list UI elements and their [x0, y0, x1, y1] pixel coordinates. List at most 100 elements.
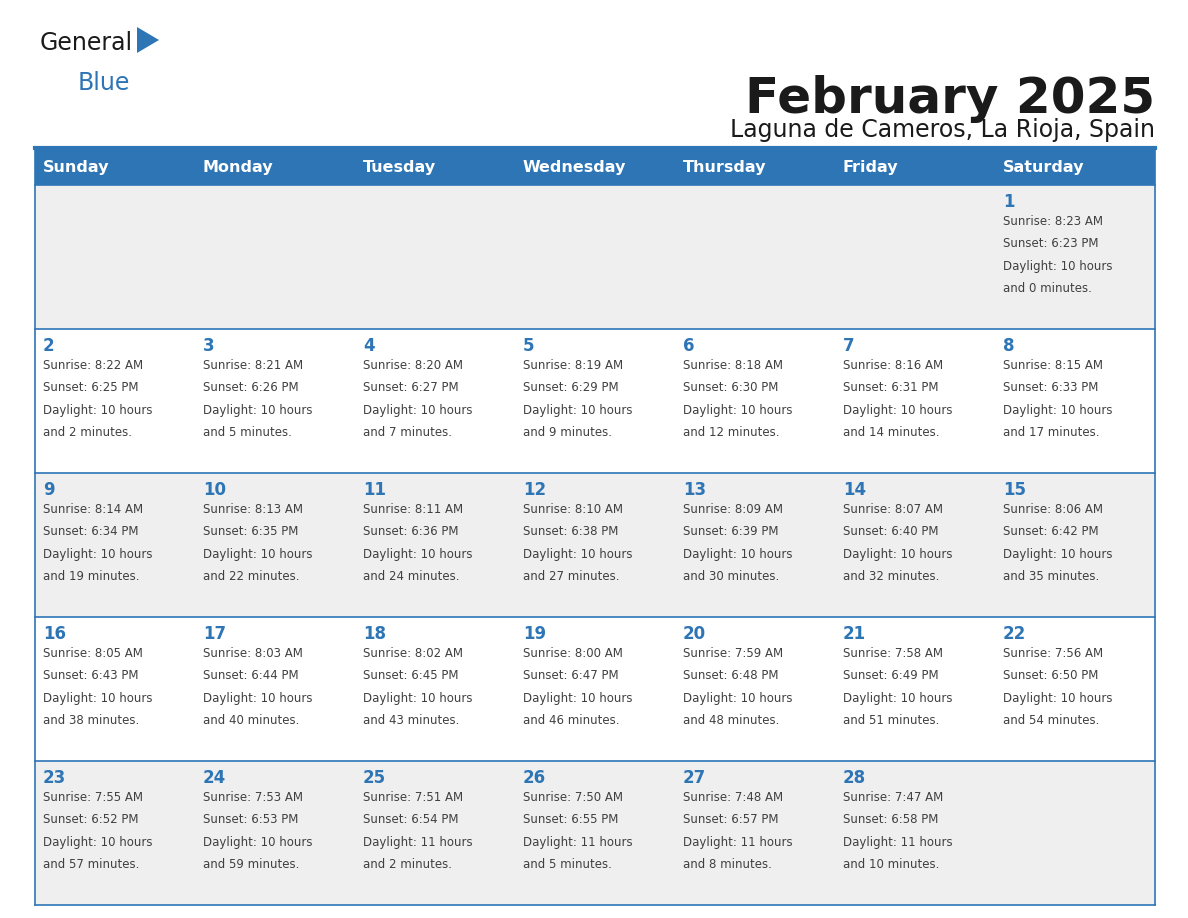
Text: and 40 minutes.: and 40 minutes. [203, 714, 299, 727]
Text: Sunrise: 8:03 AM: Sunrise: 8:03 AM [203, 647, 303, 660]
Text: Daylight: 10 hours: Daylight: 10 hours [43, 835, 152, 848]
Text: Daylight: 10 hours: Daylight: 10 hours [203, 835, 312, 848]
Text: 7: 7 [843, 337, 854, 355]
Text: Daylight: 10 hours: Daylight: 10 hours [683, 404, 792, 417]
Bar [355, 617, 516, 761]
Text: 9: 9 [43, 481, 55, 499]
Text: Sunrise: 8:18 AM: Sunrise: 8:18 AM [683, 359, 783, 372]
Text: Daylight: 10 hours: Daylight: 10 hours [1003, 691, 1112, 705]
Text: Sunrise: 7:47 AM: Sunrise: 7:47 AM [843, 791, 943, 804]
Text: Sunset: 6:40 PM: Sunset: 6:40 PM [843, 525, 939, 538]
Text: Sunrise: 8:13 AM: Sunrise: 8:13 AM [203, 503, 303, 516]
Text: Laguna de Cameros, La Rioja, Spain: Laguna de Cameros, La Rioja, Spain [729, 118, 1155, 142]
Bar [675, 329, 835, 473]
Text: Daylight: 10 hours: Daylight: 10 hours [364, 548, 473, 561]
Text: Daylight: 10 hours: Daylight: 10 hours [203, 404, 312, 417]
Text: Daylight: 10 hours: Daylight: 10 hours [43, 548, 152, 561]
Bar [516, 185, 675, 329]
Bar [675, 617, 835, 761]
Text: and 30 minutes.: and 30 minutes. [683, 570, 779, 583]
Text: and 51 minutes.: and 51 minutes. [843, 714, 940, 727]
Text: Daylight: 10 hours: Daylight: 10 hours [1003, 260, 1112, 273]
Text: and 12 minutes.: and 12 minutes. [683, 426, 779, 439]
Text: 10: 10 [203, 481, 226, 499]
Text: Sunrise: 8:21 AM: Sunrise: 8:21 AM [203, 359, 303, 372]
Text: Sunrise: 8:09 AM: Sunrise: 8:09 AM [683, 503, 783, 516]
Text: Sunset: 6:57 PM: Sunset: 6:57 PM [683, 813, 778, 826]
Text: and 9 minutes.: and 9 minutes. [523, 426, 612, 439]
Text: Daylight: 10 hours: Daylight: 10 hours [364, 691, 473, 705]
Text: Sunset: 6:39 PM: Sunset: 6:39 PM [683, 525, 778, 538]
Bar [516, 617, 675, 761]
Bar [675, 473, 835, 617]
Text: Sunrise: 8:10 AM: Sunrise: 8:10 AM [523, 503, 623, 516]
Text: and 46 minutes.: and 46 minutes. [523, 714, 619, 727]
Text: Daylight: 10 hours: Daylight: 10 hours [43, 691, 152, 705]
Text: Sunrise: 7:58 AM: Sunrise: 7:58 AM [843, 647, 943, 660]
Bar [516, 473, 675, 617]
Bar [516, 329, 675, 473]
Text: Sunset: 6:43 PM: Sunset: 6:43 PM [43, 669, 139, 682]
Text: Daylight: 10 hours: Daylight: 10 hours [843, 404, 953, 417]
Polygon shape [137, 27, 159, 53]
Text: Sunset: 6:26 PM: Sunset: 6:26 PM [203, 381, 298, 395]
Text: Daylight: 10 hours: Daylight: 10 hours [1003, 548, 1112, 561]
Text: Daylight: 10 hours: Daylight: 10 hours [843, 548, 953, 561]
Text: and 14 minutes.: and 14 minutes. [843, 426, 940, 439]
Text: and 27 minutes.: and 27 minutes. [523, 570, 619, 583]
Text: Sunrise: 7:59 AM: Sunrise: 7:59 AM [683, 647, 783, 660]
Bar [355, 329, 516, 473]
Text: 17: 17 [203, 625, 226, 643]
Text: Sunset: 6:48 PM: Sunset: 6:48 PM [683, 669, 778, 682]
Text: Sunset: 6:35 PM: Sunset: 6:35 PM [203, 525, 298, 538]
Text: 12: 12 [523, 481, 546, 499]
Text: Daylight: 10 hours: Daylight: 10 hours [203, 548, 312, 561]
Text: Sunset: 6:49 PM: Sunset: 6:49 PM [843, 669, 939, 682]
Text: Daylight: 10 hours: Daylight: 10 hours [1003, 404, 1112, 417]
Text: Daylight: 10 hours: Daylight: 10 hours [683, 691, 792, 705]
Text: 5: 5 [523, 337, 535, 355]
Text: Daylight: 10 hours: Daylight: 10 hours [683, 548, 792, 561]
Text: Sunrise: 8:19 AM: Sunrise: 8:19 AM [523, 359, 624, 372]
Text: Sunrise: 8:06 AM: Sunrise: 8:06 AM [1003, 503, 1102, 516]
Text: 8: 8 [1003, 337, 1015, 355]
Text: February 2025: February 2025 [745, 75, 1155, 123]
Text: Daylight: 10 hours: Daylight: 10 hours [843, 691, 953, 705]
Text: 24: 24 [203, 769, 226, 787]
Text: Daylight: 10 hours: Daylight: 10 hours [203, 691, 312, 705]
Bar [195, 329, 355, 473]
Text: Sunset: 6:47 PM: Sunset: 6:47 PM [523, 669, 619, 682]
Bar [195, 761, 355, 905]
Text: Sunrise: 8:22 AM: Sunrise: 8:22 AM [43, 359, 143, 372]
Text: Daylight: 10 hours: Daylight: 10 hours [364, 404, 473, 417]
Text: and 5 minutes.: and 5 minutes. [523, 858, 612, 871]
Text: and 35 minutes.: and 35 minutes. [1003, 570, 1099, 583]
Text: Sunrise: 7:48 AM: Sunrise: 7:48 AM [683, 791, 783, 804]
Text: Sunset: 6:58 PM: Sunset: 6:58 PM [843, 813, 939, 826]
Text: Sunset: 6:55 PM: Sunset: 6:55 PM [523, 813, 619, 826]
Text: 27: 27 [683, 769, 706, 787]
Text: Thursday: Thursday [683, 160, 766, 175]
Bar [34, 761, 195, 905]
Text: 13: 13 [683, 481, 706, 499]
Bar [34, 473, 195, 617]
Text: Sunset: 6:31 PM: Sunset: 6:31 PM [843, 381, 939, 395]
Text: and 43 minutes.: and 43 minutes. [364, 714, 460, 727]
Text: and 17 minutes.: and 17 minutes. [1003, 426, 1100, 439]
Text: Sunset: 6:52 PM: Sunset: 6:52 PM [43, 813, 139, 826]
Bar [996, 473, 1155, 617]
Text: and 24 minutes.: and 24 minutes. [364, 570, 460, 583]
Text: 21: 21 [843, 625, 866, 643]
Bar [195, 473, 355, 617]
Bar [835, 185, 996, 329]
Text: Sunset: 6:44 PM: Sunset: 6:44 PM [203, 669, 298, 682]
Bar [996, 185, 1155, 329]
Bar [34, 617, 195, 761]
Text: 4: 4 [364, 337, 374, 355]
Text: Sunset: 6:23 PM: Sunset: 6:23 PM [1003, 238, 1099, 251]
Text: Daylight: 10 hours: Daylight: 10 hours [43, 404, 152, 417]
Bar [996, 329, 1155, 473]
Text: 16: 16 [43, 625, 67, 643]
Text: Sunrise: 7:50 AM: Sunrise: 7:50 AM [523, 791, 623, 804]
Text: 22: 22 [1003, 625, 1026, 643]
